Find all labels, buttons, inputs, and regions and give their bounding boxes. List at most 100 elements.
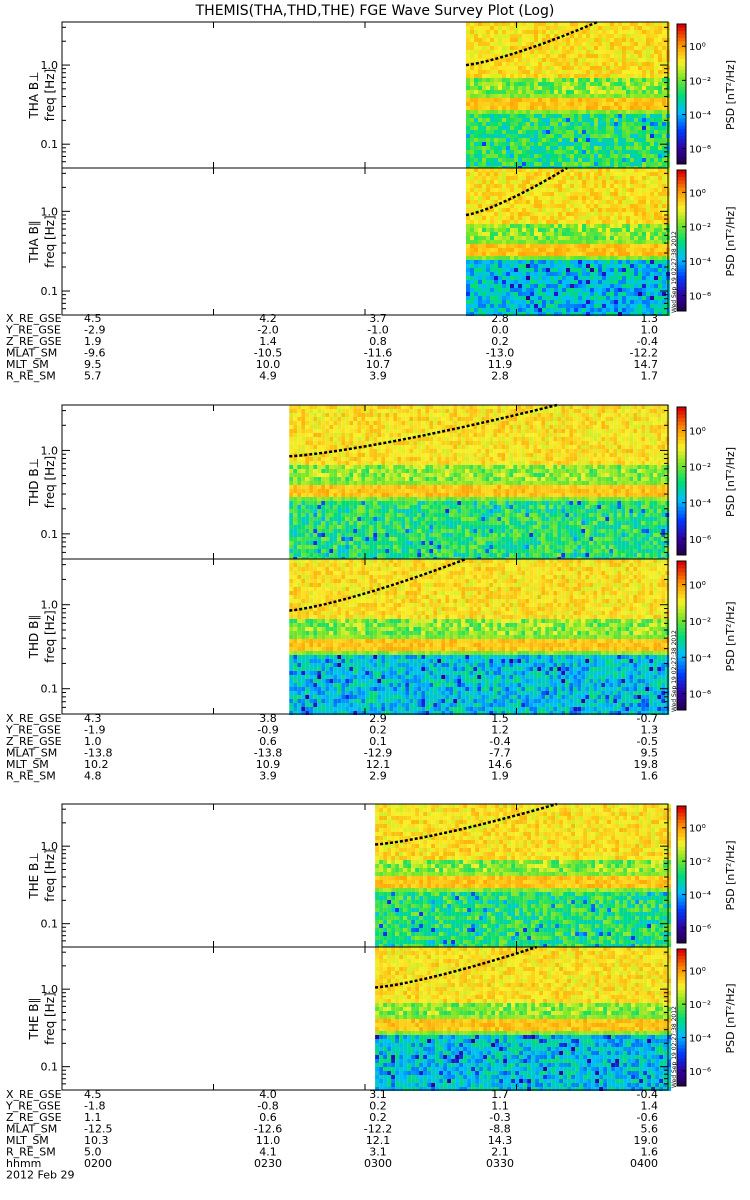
spectrogram-cell: [550, 78, 554, 82]
spectrogram-cell: [662, 220, 666, 224]
spectrogram-cell: [638, 232, 642, 236]
spectrogram-cell: [574, 46, 578, 50]
spectrogram-cell: [605, 425, 610, 429]
spectrogram-cell: [630, 224, 634, 228]
spectrogram-cell: [510, 260, 514, 264]
spectrogram-cell: [429, 433, 434, 437]
spectrogram-cell: [594, 114, 598, 118]
spectrogram-cell: [385, 437, 390, 441]
spectrogram-cell: [482, 34, 486, 38]
spectrogram-cell: [478, 224, 482, 228]
spectrogram-cell: [498, 268, 502, 272]
spectrogram-cell: [522, 196, 526, 200]
spectrogram-cell: [490, 280, 494, 284]
spectrogram-cell: [498, 260, 502, 264]
spectrogram-cell: [526, 256, 530, 260]
spectrogram-cell: [494, 284, 498, 288]
spectrogram-cell: [594, 244, 598, 248]
spectrogram-cell: [361, 409, 366, 413]
spectrogram-cell: [518, 208, 522, 212]
spectrogram-cell: [582, 296, 586, 300]
spectrogram-cell: [530, 98, 534, 102]
spectrogram-cell: [498, 240, 502, 244]
spectrogram-cell: [662, 176, 666, 180]
spectrogram-cell: [441, 437, 446, 441]
spectrogram-cell: [570, 130, 574, 134]
spectrogram-cell: [530, 70, 534, 74]
spectrogram-cell: [493, 445, 498, 449]
spectrogram-cell: [325, 421, 330, 425]
spectrogram-cell: [486, 304, 490, 308]
spectrogram-cell: [586, 94, 590, 98]
spectrogram-cell: [590, 42, 594, 46]
spectrogram-cell: [514, 208, 518, 212]
spectrogram-cell: [522, 54, 526, 58]
spectrogram-cell: [602, 54, 606, 58]
spectrogram-cell: [498, 66, 502, 70]
spectrogram-cell: [453, 405, 458, 409]
spectrogram-cell: [526, 204, 530, 208]
spectrogram-cell: [337, 425, 342, 429]
spectrogram-cell: [518, 288, 522, 292]
spectrogram-cell: [618, 126, 622, 130]
spectrogram-cell: [474, 204, 478, 208]
spectrogram-cell: [570, 122, 574, 126]
spectrogram-cell: [470, 264, 474, 268]
spectrogram-cell: [526, 236, 530, 240]
spectrogram-cell: [510, 26, 514, 30]
spectrogram-cell: [622, 38, 626, 42]
spectrogram-cell: [614, 122, 618, 126]
spectrogram-cell: [510, 172, 514, 176]
spectrogram-cell: [325, 425, 330, 429]
spectrogram-cell: [526, 78, 530, 82]
spectrogram-cell: [582, 34, 586, 38]
spectrogram-cell: [309, 445, 314, 449]
spectrogram-cell: [502, 158, 506, 162]
spectrogram-cell: [566, 122, 570, 126]
spectrogram-cell: [625, 437, 630, 441]
spectrogram-cell: [662, 284, 666, 288]
spectrogram-cell: [518, 168, 522, 172]
spectrogram-cell: [506, 280, 510, 284]
spectrogram-cell: [558, 38, 562, 42]
spectrogram-cell: [405, 417, 410, 421]
spectrogram-cell: [610, 26, 614, 30]
spectrogram-cell: [562, 94, 566, 98]
spectrogram-cell: [546, 252, 550, 256]
spectrogram-cell: [573, 421, 578, 425]
spectrogram-cell: [598, 176, 602, 180]
spectrogram-cell: [470, 142, 474, 146]
spectrogram-cell: [498, 114, 502, 118]
spectrogram-cell: [650, 200, 654, 204]
spectrogram-cell: [550, 34, 554, 38]
spectrogram-cell: [546, 300, 550, 304]
spectrogram-cell: [654, 168, 658, 172]
spectrogram-cell: [626, 248, 630, 252]
spectrogram-cell: [546, 134, 550, 138]
spectrogram-cell: [558, 54, 562, 58]
spectrogram-cell: [602, 308, 606, 312]
spectrogram-cell: [638, 276, 642, 280]
spectrogram-cell: [510, 184, 514, 188]
spectrogram-cell: [578, 30, 582, 34]
spectrogram-cell: [606, 288, 610, 292]
spectrogram-cell: [474, 86, 478, 90]
spectrogram-cell: [562, 236, 566, 240]
spectrogram-cell: [377, 421, 382, 425]
spectrogram-cell: [425, 421, 430, 425]
spectrogram-cell: [417, 429, 422, 433]
spectrogram-cell: [498, 110, 502, 114]
spectrogram-cell: [622, 176, 626, 180]
spectrogram-cell: [534, 260, 538, 264]
spectrogram-cell: [521, 409, 526, 413]
spectrogram-cell: [665, 425, 670, 429]
spectrogram-cell: [373, 433, 378, 437]
spectrogram-cell: [526, 220, 530, 224]
spectrogram-cell: [510, 280, 514, 284]
spectrogram-cell: [594, 236, 598, 240]
spectrogram-cell: [401, 429, 406, 433]
spectrogram-cell: [602, 200, 606, 204]
spectrogram-cell: [498, 228, 502, 232]
spectrogram-cell: [534, 50, 538, 54]
